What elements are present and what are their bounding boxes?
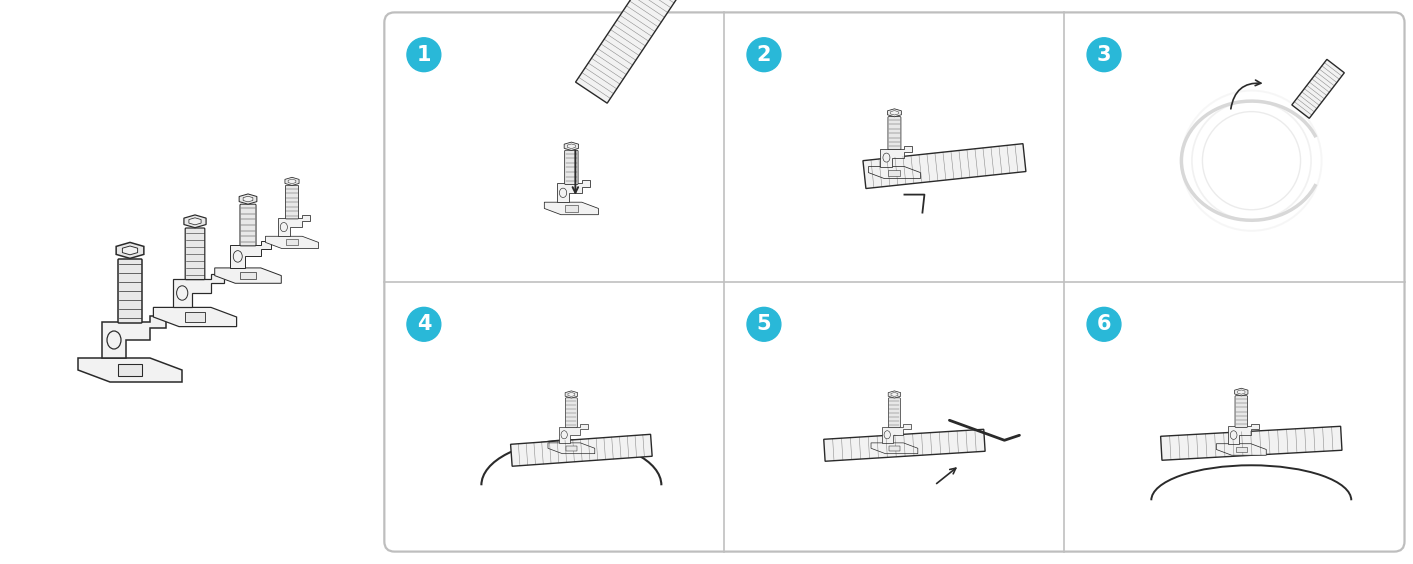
Polygon shape: [288, 179, 295, 184]
Circle shape: [1087, 307, 1121, 341]
Polygon shape: [889, 391, 900, 398]
Polygon shape: [567, 446, 577, 451]
FancyBboxPatch shape: [889, 398, 900, 428]
Polygon shape: [880, 146, 913, 166]
FancyBboxPatch shape: [565, 398, 578, 428]
Polygon shape: [123, 246, 137, 255]
FancyBboxPatch shape: [240, 204, 256, 246]
Polygon shape: [510, 434, 653, 466]
Polygon shape: [565, 391, 578, 398]
Polygon shape: [889, 446, 900, 451]
Polygon shape: [189, 218, 201, 225]
Circle shape: [1087, 38, 1121, 72]
Polygon shape: [119, 364, 141, 376]
Polygon shape: [1228, 424, 1259, 444]
Polygon shape: [243, 196, 253, 202]
Polygon shape: [1235, 447, 1248, 452]
Polygon shape: [1238, 390, 1245, 394]
Polygon shape: [116, 243, 144, 258]
Polygon shape: [890, 111, 899, 115]
Circle shape: [747, 307, 781, 341]
Polygon shape: [240, 272, 256, 279]
Polygon shape: [558, 424, 588, 443]
Polygon shape: [863, 144, 1026, 188]
FancyBboxPatch shape: [185, 228, 205, 280]
Polygon shape: [557, 180, 591, 202]
Text: 1: 1: [417, 45, 431, 65]
Polygon shape: [575, 0, 677, 103]
Polygon shape: [564, 142, 578, 151]
Polygon shape: [1160, 426, 1342, 460]
FancyBboxPatch shape: [285, 186, 298, 219]
Polygon shape: [1217, 444, 1266, 455]
Polygon shape: [266, 236, 318, 249]
Polygon shape: [1291, 59, 1344, 118]
Text: 6: 6: [1096, 314, 1111, 334]
Polygon shape: [239, 194, 257, 204]
Polygon shape: [565, 205, 578, 212]
Polygon shape: [215, 268, 281, 283]
FancyBboxPatch shape: [1235, 396, 1248, 428]
Polygon shape: [882, 424, 910, 443]
FancyBboxPatch shape: [384, 12, 1405, 552]
Text: 3: 3: [1096, 45, 1111, 65]
Polygon shape: [285, 239, 298, 245]
FancyBboxPatch shape: [887, 117, 901, 149]
Polygon shape: [1235, 388, 1248, 396]
Ellipse shape: [233, 250, 242, 262]
Polygon shape: [548, 443, 595, 453]
Polygon shape: [185, 312, 205, 322]
Text: 2: 2: [757, 45, 771, 65]
FancyBboxPatch shape: [565, 150, 578, 184]
Polygon shape: [824, 429, 985, 461]
Ellipse shape: [885, 431, 890, 439]
Ellipse shape: [1231, 431, 1236, 439]
Text: 4: 4: [417, 314, 431, 334]
Polygon shape: [889, 170, 900, 175]
Polygon shape: [102, 316, 165, 358]
Polygon shape: [544, 202, 599, 215]
Circle shape: [407, 307, 441, 341]
Polygon shape: [184, 215, 206, 228]
Ellipse shape: [561, 431, 568, 439]
Polygon shape: [285, 177, 300, 186]
Polygon shape: [887, 109, 901, 117]
Circle shape: [747, 38, 781, 72]
Polygon shape: [869, 166, 920, 179]
Polygon shape: [230, 241, 271, 268]
Polygon shape: [568, 144, 575, 148]
Circle shape: [407, 38, 441, 72]
Ellipse shape: [177, 286, 188, 300]
Polygon shape: [154, 307, 236, 327]
Polygon shape: [78, 358, 182, 382]
Ellipse shape: [560, 188, 567, 197]
Polygon shape: [278, 215, 311, 236]
Polygon shape: [892, 393, 897, 396]
Ellipse shape: [280, 223, 287, 232]
Ellipse shape: [107, 331, 122, 349]
Ellipse shape: [883, 153, 890, 162]
Polygon shape: [172, 274, 223, 307]
Polygon shape: [568, 393, 575, 396]
Polygon shape: [870, 443, 918, 453]
Text: 5: 5: [756, 314, 771, 334]
FancyBboxPatch shape: [119, 259, 141, 323]
